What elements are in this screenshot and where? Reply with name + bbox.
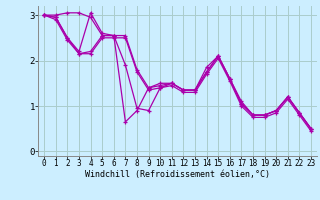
X-axis label: Windchill (Refroidissement éolien,°C): Windchill (Refroidissement éolien,°C) [85, 170, 270, 179]
